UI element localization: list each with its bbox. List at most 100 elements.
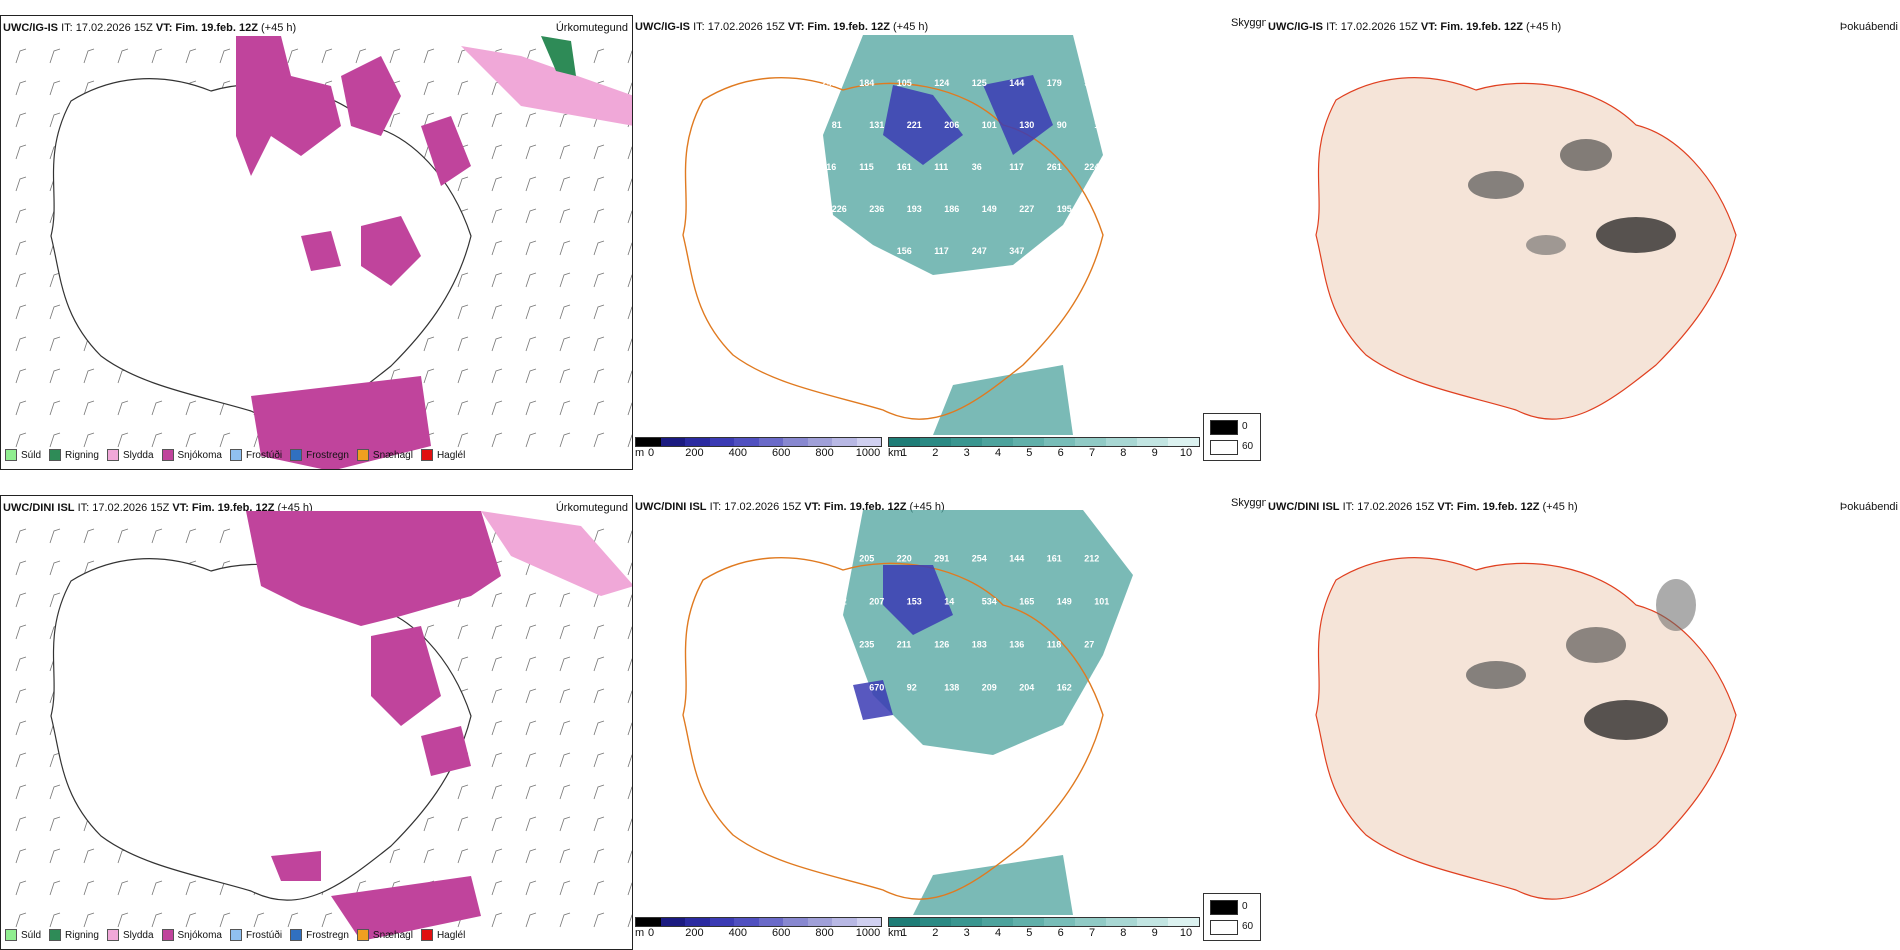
colorbar-tick: 600	[772, 447, 791, 459]
colorbar-segment	[636, 918, 661, 926]
wind-barb	[219, 48, 231, 64]
wind-barb	[627, 50, 632, 64]
wind-barb	[49, 272, 61, 288]
wind-barb	[491, 784, 503, 800]
wind-barb	[15, 592, 27, 608]
colorbar-tick: 1000	[855, 447, 881, 459]
cloud-base-label: 227	[1019, 204, 1034, 214]
legend-item: Súld	[5, 929, 41, 941]
wind-barb	[593, 272, 605, 288]
wind-barb	[321, 48, 333, 64]
colorbar-tick: 400	[728, 447, 747, 459]
colorbar-tick: 7	[1088, 927, 1096, 939]
wind-barb	[15, 272, 27, 288]
snow-area	[421, 726, 471, 776]
wind-barb	[525, 688, 537, 704]
cloud-base-label: 184	[859, 78, 874, 88]
visibility-panel-top: UWC/IG-IS IT: 17.02.2026 15Z VT: Fim. 19…	[633, 15, 1266, 470]
wind-barb	[593, 720, 605, 736]
cloud-base-label: 90	[1057, 120, 1067, 130]
wind-barb	[15, 144, 27, 160]
snow-area	[271, 851, 321, 881]
colorbar-tick: 6	[1057, 927, 1064, 939]
wind-barb	[627, 338, 632, 352]
wind-barb	[491, 816, 503, 832]
precip-panel-top: UWC/IG-IS IT: 17.02.2026 15Z VT: Fim. 19…	[0, 15, 633, 470]
precip-map-top	[15, 36, 632, 469]
colorbar-segment	[783, 918, 808, 926]
cloud-base-label: 198	[1094, 120, 1109, 130]
wind-barb	[185, 400, 197, 416]
colorbar-segment	[660, 918, 685, 926]
wind-barb	[593, 400, 605, 416]
cloud-base-label: 291	[934, 554, 949, 564]
colorbar-segment	[856, 438, 881, 446]
wind-barb	[627, 434, 632, 448]
panel-title: UWC/DINI ISL IT: 17.02.2026 15Z VT: Fim.…	[1268, 501, 1578, 513]
wind-barb	[219, 912, 231, 928]
wind-barb	[593, 528, 605, 544]
colorbar-tick: 1	[900, 447, 908, 459]
fog-panel-top: UWC/IG-IS IT: 17.02.2026 15Z VT: Fim. 19…	[1266, 15, 1900, 470]
visibility-area	[933, 365, 1073, 435]
wind-barb	[151, 432, 163, 448]
low-cloud-area	[983, 75, 1053, 155]
wind-barb	[151, 880, 163, 896]
fog-area	[1526, 235, 1566, 255]
wind-barb	[15, 848, 27, 864]
precip-legend: Súld Rigning Slydda Snjókoma Frostúði Fr…	[5, 924, 465, 946]
visibility-ticks: km 1 2 3 4 5 6 7 8 9 10	[888, 927, 1198, 941]
colorbar-segment	[982, 438, 1013, 446]
wind-barb	[185, 48, 197, 64]
fog-area	[1468, 171, 1524, 199]
wind-barb	[627, 178, 632, 192]
legend-item: Snæhagl	[356, 929, 413, 941]
cloud-base-label: 604	[822, 554, 837, 564]
colorbar-tick: 9	[1151, 447, 1158, 459]
low-cloud-area	[853, 680, 893, 720]
colorbar-segment	[807, 918, 832, 926]
fog-map-bottom	[1315, 557, 1737, 900]
wind-barb	[423, 848, 435, 864]
wind-barb	[627, 242, 632, 256]
colorbar-segment	[1106, 918, 1137, 926]
wind-barb	[457, 784, 469, 800]
wind-barb	[491, 176, 503, 192]
wind-barb	[491, 112, 503, 128]
wind-barb	[49, 400, 61, 416]
wind-barb	[525, 144, 537, 160]
wind-barb	[627, 882, 632, 896]
cloud-base-label: 347	[1009, 246, 1024, 256]
wind-barb	[627, 274, 632, 288]
wind-barb	[593, 144, 605, 160]
wind-barb	[83, 80, 95, 96]
colorbar-tick: 800	[815, 447, 834, 459]
colorbar-tick: 6	[1057, 447, 1064, 459]
cloud-base-label: 179	[1047, 78, 1062, 88]
wind-barb	[287, 912, 299, 928]
wind-barb	[83, 368, 95, 384]
cloud-base-label: 144	[1009, 554, 1024, 564]
wind-barb	[525, 208, 537, 224]
colorbar-segment	[832, 438, 857, 446]
legend-item: Frostúði	[229, 449, 282, 461]
wind-barb	[15, 336, 27, 352]
wind-barb	[321, 912, 333, 928]
colorbar-tick: 8	[1120, 927, 1127, 939]
cloud-base-label: 115	[859, 162, 874, 172]
wind-barb	[559, 720, 571, 736]
colorbar-segment	[1137, 918, 1168, 926]
precip-map-bottom	[15, 511, 632, 941]
fog-area	[1466, 661, 1526, 689]
cloud-base-label: 149	[1057, 597, 1072, 607]
cloud-base-label: 212	[1084, 554, 1099, 564]
cloud-base-label: 183	[972, 640, 987, 650]
cloud-base-label: 101	[982, 120, 997, 130]
cloud-base-label: 122	[832, 597, 847, 607]
fog-map-top	[1315, 77, 1737, 420]
wind-barb	[389, 368, 401, 384]
wind-barb	[15, 656, 27, 672]
wind-barb	[627, 658, 632, 672]
wind-barb	[491, 144, 503, 160]
colorbar-segment	[951, 438, 982, 446]
